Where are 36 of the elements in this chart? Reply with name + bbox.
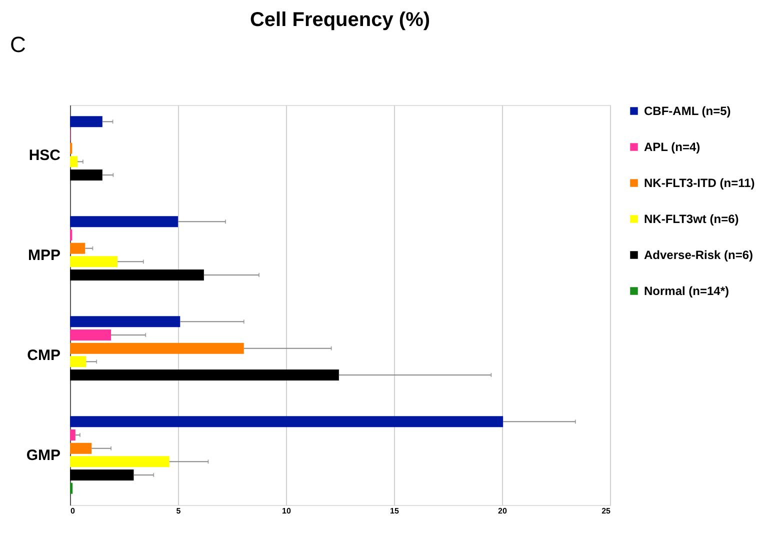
legend-label: NK-FLT3wt (n=6) bbox=[644, 212, 739, 226]
x-tick-label: 20 bbox=[498, 506, 508, 516]
bar bbox=[70, 442, 92, 454]
y-tick-label: HSC bbox=[28, 147, 61, 164]
bar bbox=[70, 316, 180, 328]
bar bbox=[70, 116, 102, 128]
legend-label: Normal (n=14*) bbox=[644, 284, 730, 298]
bar bbox=[70, 482, 73, 494]
bar bbox=[70, 342, 244, 354]
bar bbox=[70, 170, 102, 180]
x-tick-label: 0 bbox=[70, 506, 76, 516]
x-tick-label: 15 bbox=[390, 506, 400, 516]
bar bbox=[70, 216, 178, 228]
legend-label: APL (n=4) bbox=[644, 140, 700, 154]
legend-label: Adverse-Risk (n=6) bbox=[644, 248, 754, 262]
text: C bbox=[10, 32, 26, 57]
x-tick-label: 10 bbox=[282, 506, 292, 516]
legend-label: CBF-AML (n=5) bbox=[644, 104, 731, 118]
bar bbox=[70, 470, 134, 480]
legend-label: NK-FLT3-ITD (n=11) bbox=[644, 176, 755, 190]
bar bbox=[70, 242, 86, 254]
bar bbox=[70, 456, 170, 468]
y-tick-label: CMP bbox=[27, 347, 60, 364]
x-tick-label: 25 bbox=[602, 506, 612, 516]
bar bbox=[70, 256, 118, 268]
y-tick-label: MPP bbox=[28, 247, 60, 264]
chart-title: Cell Frequency (%) bbox=[250, 9, 430, 31]
y-tick-label: GMP bbox=[26, 447, 60, 464]
bar bbox=[70, 330, 112, 340]
bar bbox=[70, 156, 78, 168]
x-tick-label: 5 bbox=[176, 506, 182, 516]
bar bbox=[70, 430, 76, 440]
bar bbox=[70, 356, 86, 368]
bar bbox=[70, 270, 204, 280]
bar bbox=[70, 416, 504, 428]
bar bbox=[70, 370, 339, 380]
